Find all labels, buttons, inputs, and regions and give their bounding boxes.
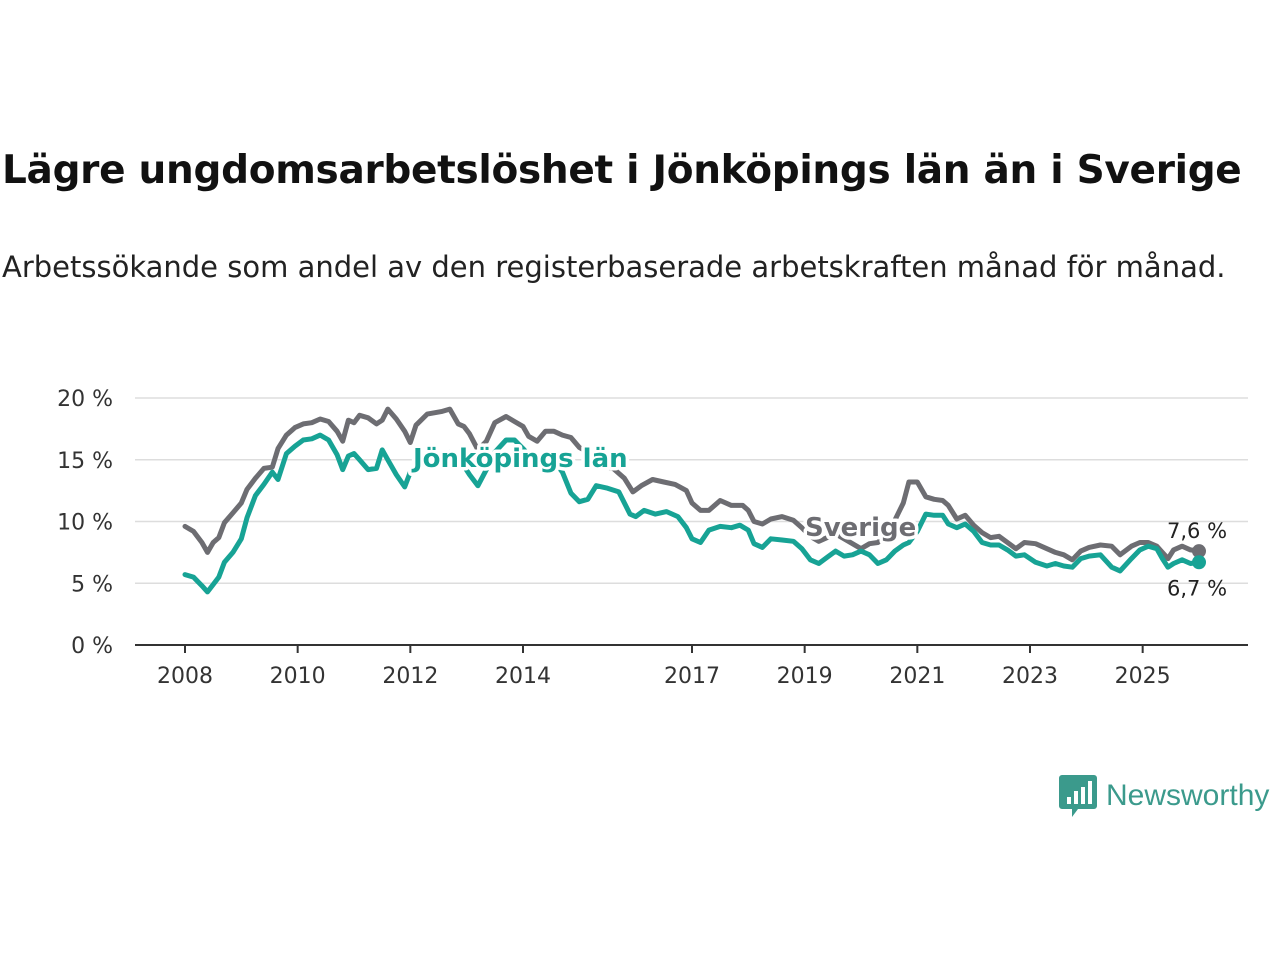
- jonkoping-series-end-point: [1192, 555, 1206, 570]
- jonkoping-series-label: Jönköpings län: [411, 444, 628, 474]
- series-layer: [182, 406, 1206, 595]
- chart-title: Lägre ungdomsarbetslöshet i Jönköpings l…: [2, 148, 1242, 193]
- x-tick-label: 2019: [777, 664, 833, 689]
- newsworthy-chart-icon: [1059, 775, 1097, 817]
- sverige-series-end-point: [1192, 544, 1206, 559]
- newsworthy-logo[interactable]: Newsworthy: [1058, 773, 1269, 819]
- y-tick-label: 10 %: [57, 511, 113, 536]
- y-tick-label: 5 %: [71, 572, 113, 597]
- y-tick-label: 0 %: [71, 634, 113, 659]
- x-tick-label: 2010: [270, 664, 326, 689]
- y-tick-label: 20 %: [57, 387, 113, 412]
- label-layer: 7,6 % 6,7 % Jönköpings län Sverige: [408, 441, 1228, 601]
- jonkoping-series-line: [182, 432, 1202, 595]
- x-tick-label: 2025: [1115, 664, 1171, 689]
- sverige-series-line: [182, 406, 1202, 563]
- x-tick-label: 2014: [495, 664, 551, 689]
- grid-layer: 0 % 5 % 10 % 15 % 20 % 2008 2010 2012 2014 2017 20…: [57, 387, 1248, 689]
- x-tick-label: 2012: [382, 664, 438, 689]
- x-tick-label: 2017: [664, 664, 720, 689]
- x-tick-label: 2008: [157, 664, 213, 689]
- jonkoping-end-label: 6,7 %: [1167, 576, 1227, 600]
- x-tick-label: 2023: [1002, 664, 1058, 689]
- newsworthy-logo-text: Newsworthy: [1106, 779, 1270, 812]
- y-tick-label: 15 %: [57, 449, 113, 474]
- line-chart: 0 % 5 % 10 % 15 % 20 % 2008 2010 2012 2014 2017 20…: [57, 387, 1248, 689]
- chart-subtitle: Arbetssökande som andel av den registerb…: [2, 250, 1226, 284]
- sverige-end-label: 7,6 %: [1167, 519, 1227, 543]
- x-tick-label: 2021: [889, 664, 945, 689]
- sverige-series-label: Sverige: [805, 513, 916, 543]
